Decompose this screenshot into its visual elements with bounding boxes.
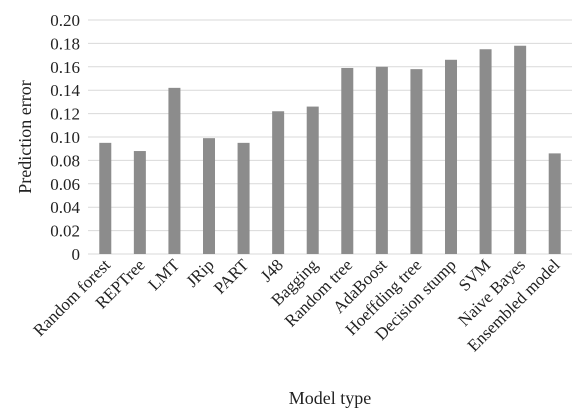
bars	[99, 45, 561, 254]
y-tick-label: 0.06	[50, 175, 80, 194]
y-tick-label: 0.20	[50, 11, 80, 30]
y-axis-tick-labels: 0 0.02 0.04 0.06 0.08 0.10 0.12 0.14 0.16 0.18 0.2…	[50, 11, 80, 264]
bar	[410, 69, 423, 254]
gridlines	[88, 19, 572, 255]
y-axis-title: Prediction error	[15, 80, 35, 193]
bar	[341, 67, 354, 254]
y-tick-label: 0.04	[50, 198, 80, 217]
bar	[445, 59, 457, 254]
x-axis-title: Model type	[289, 388, 372, 408]
bar	[272, 111, 285, 254]
x-tick-label: PART	[210, 255, 253, 298]
bar	[203, 138, 215, 254]
bar	[548, 153, 561, 254]
bar	[479, 49, 492, 254]
y-tick-label: 0.14	[50, 81, 80, 100]
bar	[99, 142, 112, 254]
bar	[375, 66, 388, 254]
y-tick-label: 0.02	[50, 222, 80, 241]
y-tick-label: 0	[72, 245, 81, 264]
bar	[306, 106, 319, 254]
bar	[514, 45, 527, 254]
bar	[168, 87, 181, 254]
x-tick-label: LMT	[144, 255, 183, 294]
bar	[237, 142, 250, 254]
y-tick-label: 0.10	[50, 128, 80, 147]
bar	[133, 151, 146, 254]
y-tick-label: 0.18	[50, 34, 80, 53]
y-tick-label: 0.12	[50, 105, 80, 124]
y-tick-label: 0.08	[50, 151, 80, 170]
y-tick-label: 0.16	[50, 58, 80, 77]
